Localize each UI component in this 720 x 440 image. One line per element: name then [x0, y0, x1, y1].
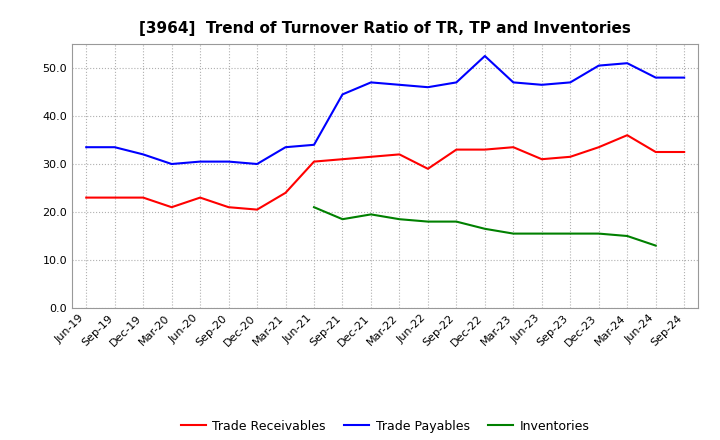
Line: Trade Payables: Trade Payables [86, 56, 684, 164]
Trade Receivables [537, 157, 546, 162]
Trade Payables [196, 159, 204, 164]
Trade Receivables [566, 154, 575, 159]
Trade Receivables [310, 159, 318, 164]
Trade Receivables [196, 195, 204, 200]
Trade Receivables [225, 205, 233, 210]
Trade Receivables [395, 152, 404, 157]
Trade Payables [595, 63, 603, 68]
Trade Payables [395, 82, 404, 88]
Trade Receivables [82, 195, 91, 200]
Trade Payables [310, 142, 318, 147]
Trade Payables [338, 92, 347, 97]
Inventories [395, 216, 404, 222]
Inventories [566, 231, 575, 236]
Trade Receivables [623, 132, 631, 138]
Trade Receivables [253, 207, 261, 212]
Trade Payables [225, 159, 233, 164]
Trade Receivables [167, 205, 176, 210]
Trade Payables [452, 80, 461, 85]
Inventories [595, 231, 603, 236]
Inventories [480, 226, 489, 231]
Trade Payables [623, 61, 631, 66]
Inventories [423, 219, 432, 224]
Trade Payables [537, 82, 546, 88]
Trade Receivables [509, 145, 518, 150]
Inventories [652, 243, 660, 248]
Trade Payables [82, 145, 91, 150]
Trade Payables [566, 80, 575, 85]
Trade Receivables [652, 149, 660, 154]
Line: Trade Receivables: Trade Receivables [86, 135, 684, 209]
Trade Payables [253, 161, 261, 167]
Trade Receivables [480, 147, 489, 152]
Trade Payables [167, 161, 176, 167]
Title: [3964]  Trend of Turnover Ratio of TR, TP and Inventories: [3964] Trend of Turnover Ratio of TR, TP… [139, 21, 631, 36]
Trade Payables [282, 145, 290, 150]
Trade Receivables [110, 195, 119, 200]
Trade Receivables [282, 190, 290, 195]
Trade Receivables [139, 195, 148, 200]
Trade Payables [480, 53, 489, 59]
Legend: Trade Receivables, Trade Payables, Inventories: Trade Receivables, Trade Payables, Inven… [176, 414, 595, 437]
Line: Inventories: Inventories [314, 207, 656, 246]
Trade Receivables [338, 157, 347, 162]
Trade Payables [509, 80, 518, 85]
Trade Payables [680, 75, 688, 80]
Inventories [509, 231, 518, 236]
Trade Receivables [595, 145, 603, 150]
Trade Payables [139, 152, 148, 157]
Trade Receivables [423, 166, 432, 172]
Trade Payables [366, 80, 375, 85]
Inventories [452, 219, 461, 224]
Trade Payables [652, 75, 660, 80]
Inventories [366, 212, 375, 217]
Inventories [338, 216, 347, 222]
Inventories [537, 231, 546, 236]
Trade Receivables [452, 147, 461, 152]
Inventories [310, 205, 318, 210]
Trade Payables [423, 84, 432, 90]
Trade Receivables [680, 149, 688, 154]
Trade Payables [110, 145, 119, 150]
Inventories [623, 233, 631, 238]
Trade Receivables [366, 154, 375, 159]
